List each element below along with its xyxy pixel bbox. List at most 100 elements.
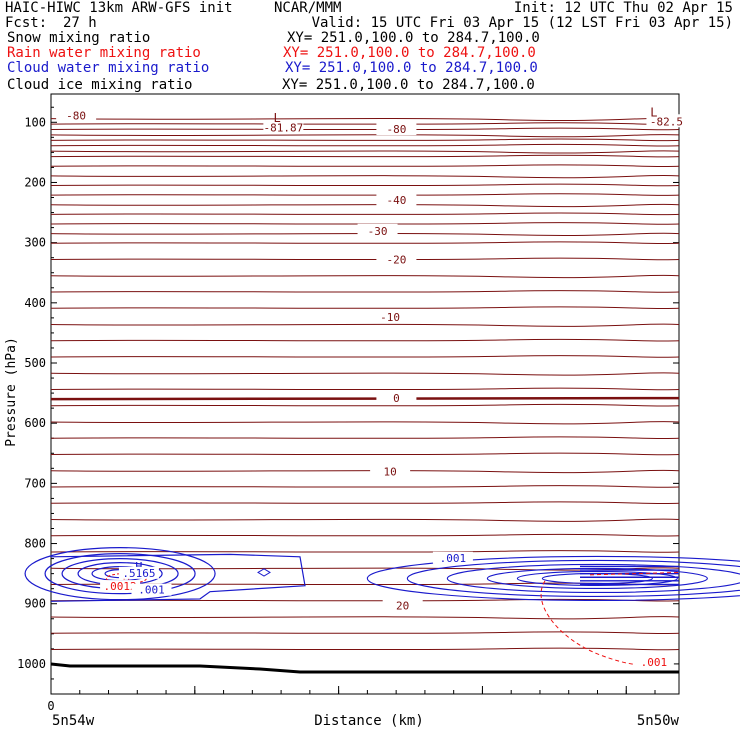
isotherm-label-bg bbox=[370, 309, 411, 323]
init-time: Init: 12 UTC Thu 02 Apr 15 bbox=[514, 0, 733, 16]
isotherm-line bbox=[50, 154, 680, 158]
isotherm-line bbox=[50, 203, 680, 208]
mixing-label-bg bbox=[633, 655, 674, 668]
isotherm-label: -20 bbox=[386, 254, 406, 267]
isotherm-line bbox=[50, 117, 680, 122]
isotherm-line bbox=[50, 387, 680, 391]
field-cloudice-name: Cloud ice mixing ratio bbox=[7, 77, 192, 93]
isotherm-line bbox=[50, 241, 680, 245]
isotherm-label: -80 bbox=[386, 123, 406, 136]
isotherm-line bbox=[50, 485, 680, 488]
isotherm-line bbox=[50, 616, 680, 620]
y-tick-label: 600 bbox=[24, 416, 46, 430]
terrain-line bbox=[50, 662, 679, 674]
mixing-ratio-label: .001 bbox=[138, 584, 165, 597]
x-tick-zero: 0 bbox=[47, 699, 54, 713]
isotherm-label-bg bbox=[263, 120, 304, 134]
isotherm-line bbox=[50, 306, 680, 310]
isotherm-label: -30 bbox=[368, 225, 388, 238]
isotherm-label-bg bbox=[376, 391, 417, 405]
temperature-contours bbox=[50, 117, 680, 651]
isotherm-line bbox=[50, 143, 680, 147]
mixing-ratio-label: .5165 bbox=[122, 567, 155, 580]
y-tick-label: 800 bbox=[24, 537, 46, 551]
cloud-water-outline-left bbox=[50, 553, 306, 602]
isotherm-line bbox=[50, 436, 680, 440]
isotherm-line bbox=[50, 138, 680, 142]
isotherm-line bbox=[50, 518, 680, 522]
mixing-ratio-label: .0012 bbox=[104, 580, 137, 593]
y-tick-label: 300 bbox=[24, 236, 46, 250]
isotherm-label-bg bbox=[376, 122, 417, 136]
isotherm-line bbox=[50, 193, 680, 196]
mixing-label-bg bbox=[118, 566, 159, 579]
mixing-label-bg bbox=[432, 551, 473, 564]
isotherm-label: -80 bbox=[66, 109, 86, 122]
field-rain-name: Rain water mixing ratio bbox=[7, 45, 201, 61]
isotherm-line bbox=[50, 127, 680, 131]
cloud-water-contour-right bbox=[366, 555, 740, 601]
isotherm-label: 10 bbox=[383, 466, 396, 479]
isotherm-line bbox=[50, 290, 680, 293]
isotherm-line bbox=[50, 533, 680, 537]
isotherm-label-bg bbox=[357, 223, 398, 237]
field-snow-name: Snow mixing ratio bbox=[7, 30, 150, 46]
isotherm-line bbox=[50, 164, 680, 168]
isotherm-line bbox=[50, 183, 680, 187]
y-tick-label: 1000 bbox=[17, 657, 46, 671]
isotherm-line bbox=[50, 403, 680, 407]
forecast-label: Fcst: bbox=[5, 15, 47, 31]
isotherm-line bbox=[50, 212, 680, 216]
mixing-ratio-label: .001 bbox=[440, 552, 467, 565]
freezing-level-line bbox=[50, 396, 680, 401]
isotherm-line bbox=[50, 550, 680, 553]
isotherm-line bbox=[50, 257, 680, 261]
cloud-water-contour bbox=[44, 553, 196, 595]
isotherm-label-bg bbox=[376, 252, 417, 266]
y-tick-label: 100 bbox=[24, 115, 46, 129]
rain-water-contour-right bbox=[540, 580, 671, 666]
field-cloudwater-xy: XY= 251.0,100.0 to 284.7,100.0 bbox=[285, 60, 538, 76]
isotherm-line bbox=[50, 274, 680, 279]
y-axis-title: Pressure (hPa) bbox=[4, 337, 19, 447]
field-cloudwater-name: Cloud water mixing ratio bbox=[7, 60, 209, 76]
cloud-water-contour-right bbox=[486, 567, 708, 590]
isotherm-line bbox=[50, 452, 680, 456]
field-snow-xy: XY= 251.0,100.0 to 284.7,100.0 bbox=[287, 30, 540, 46]
isotherm-line bbox=[50, 150, 680, 154]
isotherm-line bbox=[50, 501, 680, 505]
isotherm-label: -81.87 bbox=[263, 121, 303, 134]
isotherm-line bbox=[50, 323, 680, 327]
isotherm-line bbox=[50, 232, 680, 236]
org-label: NCAR/MMM bbox=[274, 0, 341, 16]
isotherm-line bbox=[50, 174, 680, 179]
y-tick-label: 500 bbox=[24, 356, 46, 370]
isotherm-label-bg bbox=[56, 108, 97, 122]
contour-labels: -80-81.87-80-82.5-40-30-20-1001020LLHH.5… bbox=[56, 106, 687, 669]
isotherm-line bbox=[50, 372, 680, 376]
isotherm-label-bg bbox=[376, 193, 417, 207]
extremum-marker: L bbox=[650, 106, 657, 120]
isotherm-line bbox=[50, 134, 680, 138]
isotherm-label: -40 bbox=[386, 194, 406, 207]
extremum-marker: L bbox=[273, 111, 280, 125]
x-left-location: 5n54w bbox=[52, 713, 95, 729]
y-tick-label: 400 bbox=[24, 296, 46, 310]
isotherm-line bbox=[50, 122, 680, 125]
valid-time: Valid: 15 UTC Fri 03 Apr 15 (12 LST Fri … bbox=[312, 15, 733, 31]
x-axis-title: Distance (km) bbox=[314, 713, 424, 729]
isotherm-label: -82.5 bbox=[650, 115, 683, 128]
isotherm-label: 20 bbox=[396, 600, 409, 613]
mixing-ratio-label: .001 bbox=[641, 656, 668, 669]
y-tick-label: 700 bbox=[24, 476, 46, 490]
x-right-location: 5n50w bbox=[637, 713, 680, 729]
isotherm-line bbox=[50, 647, 680, 651]
plot-frame bbox=[50, 93, 680, 695]
cloud-water-contour-right bbox=[516, 570, 678, 587]
forecast-hours: 27 h bbox=[63, 15, 97, 31]
y-tick-label: 900 bbox=[24, 597, 46, 611]
isotherm-label: 0 bbox=[393, 392, 400, 405]
rain-water-contour-top bbox=[589, 571, 680, 576]
